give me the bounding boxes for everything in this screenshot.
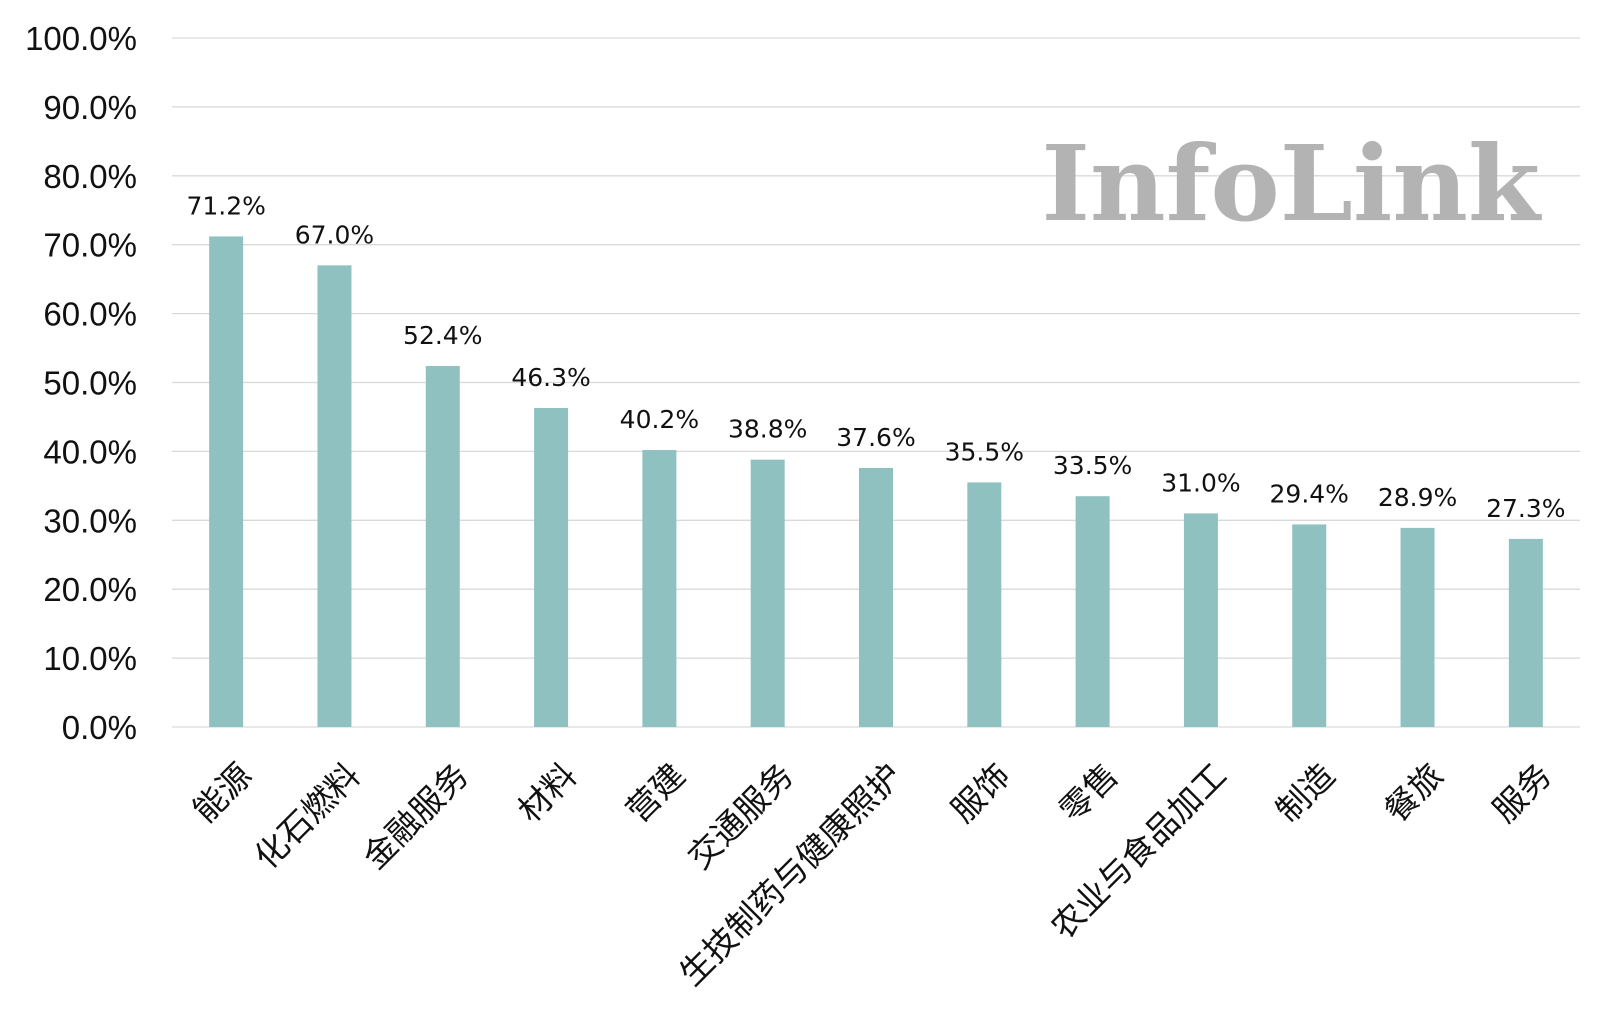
data-labels: 71.2% 67.0% 52.4% 46.3% 40.2% 38.8% 37.6% 35.5%…: [186, 191, 1565, 522]
y-tick-label: 30.0%: [43, 502, 137, 539]
bar: [1183, 513, 1218, 727]
data-label: 71.2%: [186, 191, 265, 220]
bar: [1400, 527, 1435, 727]
data-label: 27.3%: [1486, 494, 1565, 523]
y-tick-label: 60.0%: [43, 296, 137, 333]
data-label: 35.5%: [945, 437, 1024, 466]
gridlines: [172, 37, 1580, 728]
y-axis-ticks: 0.0% 10.0% 20.0% 30.0% 40.0% 50.0% 60.0% 70.0% 8…: [25, 20, 137, 746]
bar: [1075, 496, 1110, 727]
x-tick-label: 能源: [185, 756, 259, 830]
x-tick-label: 营建: [618, 756, 692, 830]
watermark-logo: InfoLink: [1041, 122, 1542, 245]
y-tick-label: 0.0%: [62, 709, 137, 746]
bar: [209, 236, 244, 727]
bar: [750, 459, 785, 727]
y-tick-label: 40.0%: [43, 433, 137, 470]
x-tick-label: 制造: [1268, 756, 1342, 830]
x-tick-label: 零售: [1052, 756, 1126, 830]
y-tick-label: 50.0%: [43, 365, 137, 402]
y-tick-label: 20.0%: [43, 571, 137, 608]
bar: [1508, 538, 1543, 727]
x-tick-label: 金融服务: [355, 756, 476, 877]
y-tick-label: 90.0%: [43, 89, 137, 126]
data-label: 31.0%: [1161, 468, 1240, 497]
data-label: 38.8%: [728, 415, 807, 444]
y-tick-label: 100.0%: [25, 20, 137, 57]
x-tick-label: 服务: [1485, 756, 1559, 830]
y-tick-label: 10.0%: [43, 640, 137, 677]
x-tick-label: 服饰: [943, 756, 1017, 830]
data-label: 29.4%: [1270, 479, 1349, 508]
data-label: 52.4%: [403, 321, 482, 350]
bars: [209, 236, 1543, 727]
x-tick-label: 餐旅: [1376, 756, 1450, 830]
data-label: 46.3%: [511, 363, 590, 392]
bar: [642, 450, 677, 727]
data-label: 40.2%: [620, 405, 699, 434]
bar: [1292, 524, 1327, 727]
bar: [317, 265, 352, 727]
data-label: 28.9%: [1378, 483, 1457, 512]
data-label: 67.0%: [295, 220, 374, 249]
bar: [967, 482, 1002, 727]
bar: [534, 407, 569, 727]
bar: [859, 467, 893, 727]
y-tick-label: 80.0%: [43, 158, 137, 195]
x-tick-label: 化石燃料: [247, 756, 368, 877]
x-tick-label: 材料: [510, 756, 584, 830]
bar: [425, 365, 460, 727]
data-label: 33.5%: [1053, 451, 1132, 480]
y-tick-label: 70.0%: [43, 227, 137, 264]
data-label: 37.6%: [836, 423, 915, 452]
